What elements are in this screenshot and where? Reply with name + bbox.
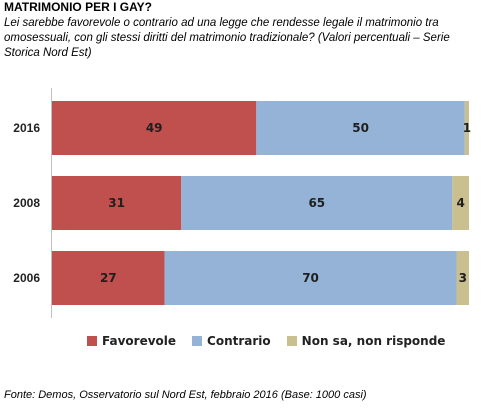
bar-2006-series-2 [456,251,469,305]
legend-swatch-favorevole [87,336,97,346]
data-label-2006-series-0: 27 [100,271,117,285]
bar-2008-series-2 [452,176,469,230]
chart-title: MATRIMONIO PER I GAY? [4,0,153,14]
legend-swatch-contrario [192,336,203,346]
source-note: Fonte: Demos, Osservatorio sul Nord Est,… [4,389,367,401]
bar-2016-series-1 [256,101,465,155]
data-label-2016-series-1: 50 [352,121,369,135]
bar-2008-series-1 [181,176,453,230]
bar-2016-series-0 [52,101,257,155]
data-label-2008-series-1: 65 [308,196,325,210]
legend-label-contrario: Contrario [207,334,271,348]
data-label-2008-series-0: 31 [108,196,125,210]
bar-2006-series-1 [164,251,457,305]
category-label-2006: 2006 [13,271,40,285]
legend-swatch-non-sa [286,336,297,346]
legend-item-favorevole: Favorevole [87,334,176,348]
chart-subtitle: Lei sarebbe favorevole o contrario ad un… [4,17,450,59]
category-label-2016: 2016 [13,121,40,135]
legend-item-non-sa: Non sa, non risponde [286,334,446,348]
legend: Favorevole Contrario Non sa, non rispond… [87,334,461,348]
legend-label-favorevole: Favorevole [102,334,177,348]
bar-2006-series-0 [52,251,165,305]
data-label-2008-series-2: 4 [456,196,464,210]
bar-2016-series-2 [464,101,469,155]
data-label-2016-series-2: 1 [463,121,471,135]
data-label-2006-series-2: 3 [459,271,467,285]
category-label-2008: 2008 [13,196,40,210]
bar-2008-series-0 [52,176,182,230]
data-label-2016-series-0: 49 [146,121,163,135]
data-label-2006-series-1: 70 [302,271,319,285]
legend-item-contrario: Contrario [192,334,271,348]
legend-label-non-sa: Non sa, non risponde [301,334,446,348]
